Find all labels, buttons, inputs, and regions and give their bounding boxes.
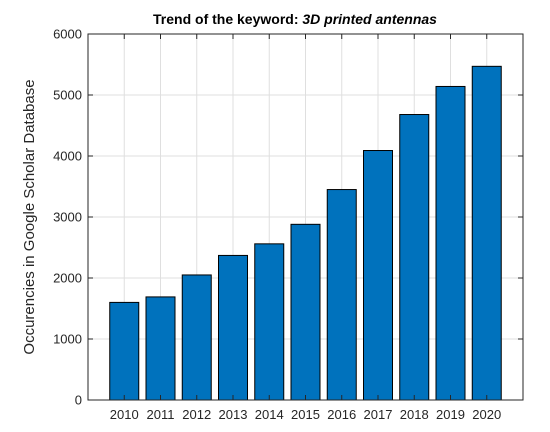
bar-2010 [109,301,140,401]
x-tick-label: 2015 [291,407,320,422]
x-tick-label: 2013 [219,407,248,422]
x-tick-label: 2020 [472,407,501,422]
bar-2018 [399,114,430,401]
ticks: 0 1000 2000 3000 4000 5000 6000 2010 2011 2012 201… [53,27,523,422]
y-tick-label: 1000 [53,332,82,347]
bar-2016 [326,189,357,401]
bar-2019 [435,85,466,401]
bar-2020 [471,65,502,401]
bar-2013 [218,254,248,401]
x-tick-label: 2011 [147,407,175,422]
bar-2011 [145,296,176,401]
y-tick-label: 6000 [53,27,82,42]
y-axis-label: Occurencies in Google Scholar Database [21,79,38,354]
bar-2012 [181,274,212,401]
bars [109,65,502,401]
bar-2015 [290,223,321,401]
x-tick-label: 2014 [255,407,284,422]
y-tick-label: 5000 [53,88,82,103]
bar-2014 [254,243,285,401]
y-tick-label: 0 [75,393,82,408]
chart-title-prefix: Trend of the keyword: [153,11,302,27]
chart-title: Trend of the keyword: 3D printed antenna… [153,11,437,27]
y-tick-label: 3000 [53,210,82,225]
y-tick-label: 2000 [53,271,82,286]
x-tick-label: 2016 [327,407,356,422]
x-tick-label: 2010 [110,407,139,422]
x-tick-label: 2012 [182,407,211,422]
bar-2017 [363,150,393,401]
x-tick-label: 2019 [436,407,465,422]
x-tick-label: 2017 [364,407,393,422]
y-tick-label: 4000 [53,149,82,164]
x-tick-label: 2018 [400,407,429,422]
chart-title-keyword: 3D printed antennas [302,11,437,27]
